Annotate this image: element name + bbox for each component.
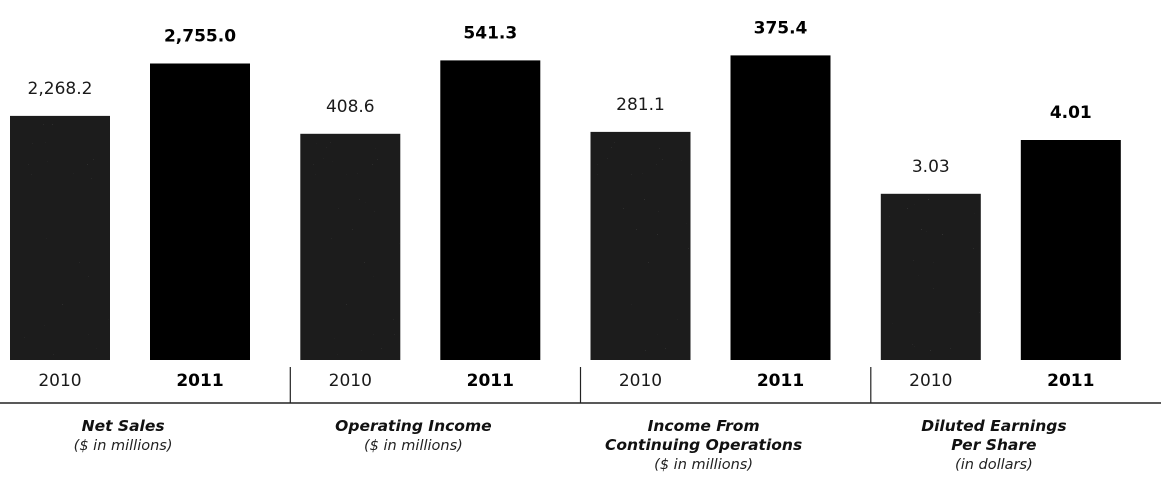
- bar-2010: [300, 133, 401, 360]
- panel-units: (in dollars): [955, 457, 1033, 473]
- panel-units: ($ in millions): [654, 457, 753, 473]
- x-tick-label-2011: 2011: [757, 371, 804, 391]
- data-label-2011: 541.3: [463, 23, 517, 43]
- panel-units: ($ in millions): [74, 438, 173, 454]
- data-label-2011: 375.4: [754, 18, 808, 38]
- panel-title: Net Sales: [82, 417, 165, 435]
- x-tick-label-2010: 2010: [329, 371, 372, 391]
- data-label-2010: 408.6: [326, 97, 375, 117]
- bar-2011: [440, 60, 541, 361]
- bar-2010: [590, 131, 691, 360]
- panel-title-line: Continuing Operations: [605, 436, 802, 454]
- panel-title-line: Per Share: [951, 436, 1036, 454]
- data-label-2010: 281.1: [616, 95, 665, 115]
- x-tick-label-2011: 2011: [1047, 371, 1094, 391]
- bar-2011: [1020, 140, 1121, 360]
- panel-title: Income From: [648, 417, 760, 435]
- x-tick-label-2011: 2011: [176, 371, 223, 391]
- data-label-2010: 2,268.2: [28, 79, 93, 99]
- bar-2010: [10, 115, 110, 361]
- data-label-2010: 3.03: [912, 157, 950, 177]
- data-label-2011: 4.01: [1050, 103, 1092, 123]
- x-tick-label-2010: 2010: [909, 371, 952, 391]
- x-tick-label-2011: 2011: [467, 371, 514, 391]
- bar-2011: [150, 63, 250, 360]
- data-label-2011: 2,755.0: [164, 27, 236, 47]
- panel-title: Operating Income: [335, 417, 491, 435]
- x-tick-label-2010: 2010: [38, 371, 81, 391]
- x-tick-label-2010: 2010: [619, 371, 662, 391]
- bar-2010: [880, 193, 981, 360]
- panel-title: Diluted Earnings: [921, 417, 1066, 435]
- panel-units: ($ in millions): [364, 438, 463, 454]
- bar-2011: [730, 55, 831, 361]
